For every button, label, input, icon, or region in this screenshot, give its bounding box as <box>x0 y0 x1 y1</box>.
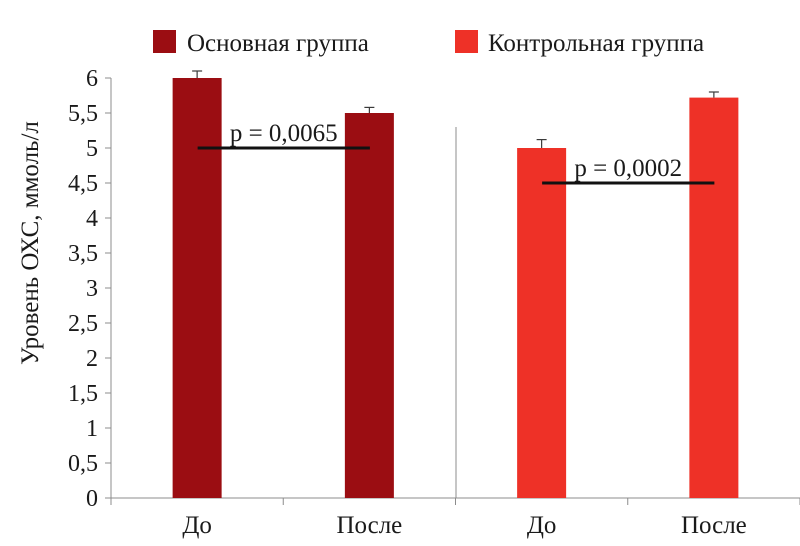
y-tick-label: 1 <box>86 416 98 442</box>
x-tick-label: После <box>681 512 747 539</box>
y-tick-label: 2 <box>86 346 98 372</box>
y-tick-label: 0,5 <box>68 451 98 477</box>
bar <box>344 113 394 498</box>
y-tick-label: 2,5 <box>68 311 98 337</box>
y-tick-label: 1,5 <box>68 381 98 407</box>
y-tick-label: 4,5 <box>68 171 98 197</box>
x-tick-label: До <box>527 512 557 539</box>
p-value-label: p = 0,0002 <box>574 155 682 182</box>
legend-swatch-control-group <box>455 30 478 53</box>
bars <box>172 70 739 498</box>
bar <box>517 148 567 498</box>
annotations: p = 0,0065 p = 0,0002 <box>197 120 715 185</box>
y-tick-label: 0 <box>86 486 98 512</box>
y-tick-label: 4 <box>86 206 98 232</box>
bar <box>689 97 739 498</box>
y-tick-label: 3 <box>86 276 98 302</box>
legend-swatch-main-group <box>153 30 176 53</box>
x-ticks: До После До После <box>110 498 800 539</box>
y-tick-label: 5 <box>86 136 98 162</box>
x-tick-label: После <box>336 512 402 539</box>
y-axis-label: Уровень ОХС, ммоль/л <box>17 121 44 365</box>
y-tick-label: 3,5 <box>68 241 98 267</box>
legend-label-control-group: Контрольная группа <box>488 30 704 57</box>
legend: Основная группа Контрольная группа <box>153 30 704 57</box>
y-tick-label: 6 <box>86 66 98 92</box>
y-tick-label: 5,5 <box>68 101 98 127</box>
p-value-label: p = 0,0065 <box>230 120 338 147</box>
y-ticks: 0 0,5 1 1,5 2 2,5 3 3,5 4 4,5 5 5,5 6 <box>68 66 111 512</box>
bar <box>172 78 222 498</box>
x-tick-label: До <box>182 512 212 539</box>
legend-label-main-group: Основная группа <box>187 30 369 57</box>
